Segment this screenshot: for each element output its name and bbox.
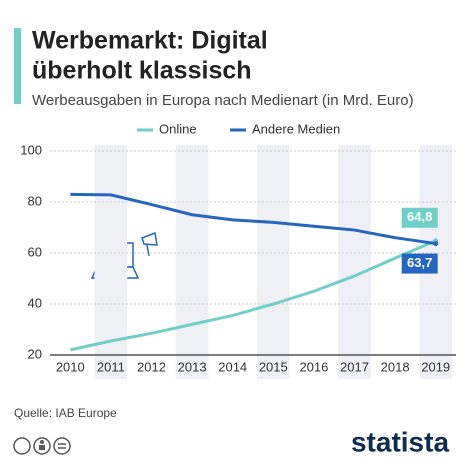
legend-label: Online bbox=[159, 121, 197, 136]
y-tick-label: 100 bbox=[20, 142, 42, 157]
line bbox=[69, 239, 437, 352]
column-band bbox=[175, 145, 209, 379]
x-tick-label: 2013 bbox=[178, 359, 207, 374]
x-tick-label: 2010 bbox=[56, 359, 85, 374]
x-tick-label: 2011 bbox=[97, 359, 125, 374]
chart-subtitle: Werbeausgaben in Europa nach Medienart (… bbox=[32, 92, 414, 109]
value-label: 64,8 bbox=[407, 209, 432, 224]
y-tick-label: 80 bbox=[28, 193, 42, 208]
value-label: 63,7 bbox=[407, 255, 432, 270]
x-tick-label: 2015 bbox=[259, 359, 288, 374]
column-band bbox=[338, 145, 371, 379]
x-tick-label: 2017 bbox=[340, 359, 369, 374]
license-icons bbox=[13, 437, 71, 455]
column-band bbox=[257, 145, 290, 379]
chart-title: überholt klassisch bbox=[32, 57, 252, 85]
point bbox=[433, 241, 439, 247]
y-tick-label: 40 bbox=[28, 295, 42, 310]
value-label-box bbox=[401, 207, 438, 228]
source: Quelle: IAB Europe bbox=[14, 406, 117, 420]
x-tick-label: 2014 bbox=[218, 359, 247, 374]
legend-label: Andere Medien bbox=[252, 121, 340, 136]
value-label-box bbox=[401, 253, 438, 274]
chart-title: Werbemarkt: Digital bbox=[32, 27, 268, 55]
x-tick-label: 2018 bbox=[381, 359, 410, 374]
y-tick-label: 20 bbox=[28, 346, 42, 361]
line bbox=[70, 192, 436, 246]
x-tick-label: 2019 bbox=[421, 359, 450, 374]
y-tick-label: 60 bbox=[28, 244, 42, 259]
x-tick-label: 2016 bbox=[299, 359, 328, 374]
accent-bar bbox=[14, 28, 21, 104]
brand-logo: statista bbox=[351, 426, 449, 457]
x-tick-label: 2012 bbox=[137, 359, 166, 374]
